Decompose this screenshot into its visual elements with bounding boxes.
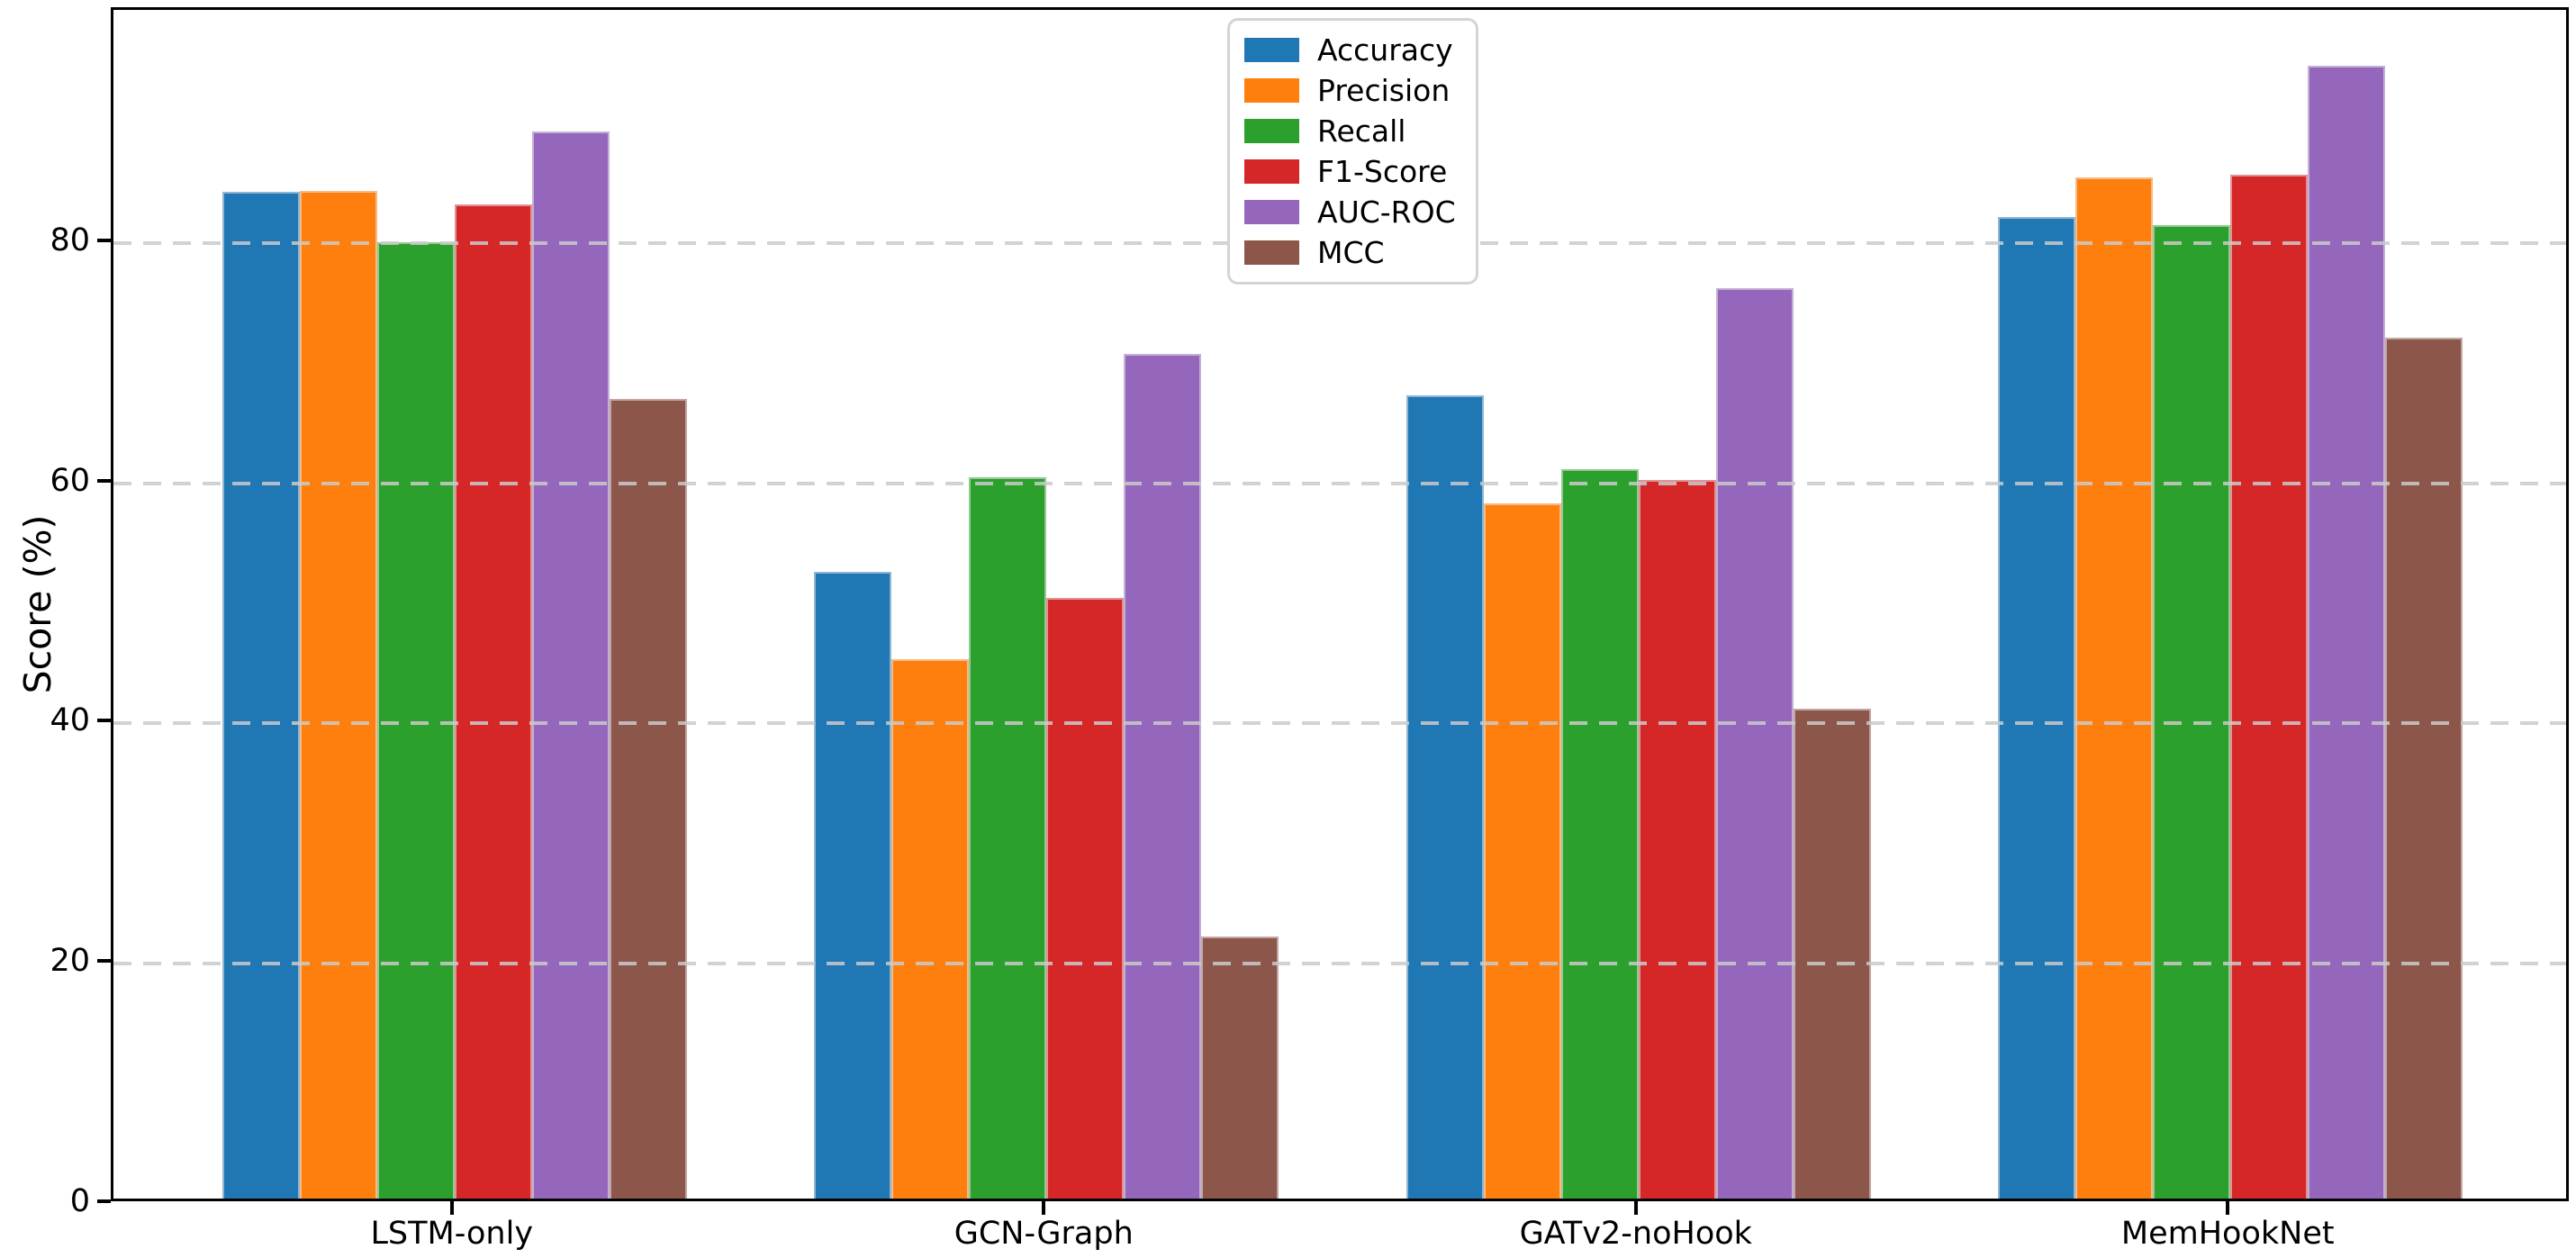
bar-precision-gcn-graph xyxy=(891,659,970,1199)
bar-group-lstm-only xyxy=(221,10,687,1199)
legend-patch-auc-roc-icon xyxy=(1244,200,1299,224)
x-tick-label-memhooknet: MemHookNet xyxy=(2120,1216,2335,1252)
legend-item-auc-roc: AUC-ROC xyxy=(1244,197,1456,227)
y-tick-mark-40 xyxy=(97,719,111,723)
gridline-20 xyxy=(113,962,2566,966)
bar-mcc-memhooknet xyxy=(2385,337,2463,1199)
bar-f1-score-memhooknet xyxy=(2230,175,2309,1199)
bar-precision-lstm-only xyxy=(299,190,377,1199)
bar-recall-gcn-graph xyxy=(969,477,1047,1199)
bar-accuracy-memhooknet xyxy=(1998,216,2076,1199)
legend-patch-recall-icon xyxy=(1244,119,1299,143)
y-tick-label-0: 0 xyxy=(69,1183,90,1219)
legend-patch-mcc-icon xyxy=(1244,240,1299,265)
bar-f1-score-gcn-graph xyxy=(1046,598,1125,1199)
legend-item-f1-score: F1-Score xyxy=(1244,157,1456,186)
legend-item-recall: Recall xyxy=(1244,116,1456,146)
bar-mcc-gcn-graph xyxy=(1201,937,1279,1199)
bar-auc-roc-lstm-only xyxy=(531,131,610,1199)
x-tick-mark-gatv2-nohook xyxy=(1633,1201,1638,1215)
y-tick-label-40: 40 xyxy=(50,702,90,739)
bar-mcc-lstm-only xyxy=(609,398,687,1199)
bar-group-memhooknet xyxy=(1998,10,2463,1199)
x-tick-label-lstm-only: LSTM-only xyxy=(370,1216,534,1252)
x-tick-mark-memhooknet xyxy=(2226,1201,2230,1215)
bar-accuracy-gatv2-nohook xyxy=(1406,394,1484,1199)
bar-recall-lstm-only xyxy=(376,241,455,1199)
bar-recall-memhooknet xyxy=(2153,225,2231,1199)
y-tick-mark-80 xyxy=(97,238,111,242)
x-tick-label-gatv2-nohook: GATv2-noHook xyxy=(1519,1216,1752,1252)
legend-patch-precision-icon xyxy=(1244,78,1299,103)
bar-auc-roc-gatv2-nohook xyxy=(1715,288,1794,1199)
bar-group-gatv2-nohook xyxy=(1406,10,1871,1199)
legend-label-accuracy: Accuracy xyxy=(1317,32,1453,68)
bar-precision-gatv2-nohook xyxy=(1483,503,1561,1199)
y-tick-label-20: 20 xyxy=(50,943,90,980)
legend: Accuracy Precision Recall F1-Score AUC-ROC MC… xyxy=(1227,18,1478,285)
y-tick-label-60: 60 xyxy=(50,462,90,499)
bar-f1-score-lstm-only xyxy=(454,204,532,1199)
bar-f1-score-gatv2-nohook xyxy=(1638,479,1716,1199)
legend-label-mcc: MCC xyxy=(1317,235,1385,270)
bar-accuracy-gcn-graph xyxy=(814,572,892,1199)
legend-patch-accuracy-icon xyxy=(1244,38,1299,62)
legend-label-recall: Recall xyxy=(1317,113,1406,149)
bar-group-gcn-graph xyxy=(814,10,1279,1199)
bar-auc-roc-gcn-graph xyxy=(1124,354,1202,1199)
legend-item-mcc: MCC xyxy=(1244,238,1456,267)
y-tick-mark-0 xyxy=(97,1199,111,1203)
gridline-40 xyxy=(113,721,2566,726)
legend-patch-f1-score-icon xyxy=(1244,159,1299,184)
bar-auc-roc-memhooknet xyxy=(2308,66,2386,1199)
x-tick-label-gcn-graph: GCN-Graph xyxy=(954,1216,1134,1252)
x-tick-mark-gcn-graph xyxy=(1042,1201,1046,1215)
bar-accuracy-lstm-only xyxy=(221,191,300,1199)
y-axis-label: Score (%) xyxy=(16,514,59,694)
bar-recall-gatv2-nohook xyxy=(1560,468,1639,1199)
legend-label-auc-roc: AUC-ROC xyxy=(1317,195,1456,230)
bar-precision-memhooknet xyxy=(2075,176,2154,1199)
legend-label-precision: Precision xyxy=(1317,73,1451,108)
legend-item-accuracy: Accuracy xyxy=(1244,35,1456,65)
legend-label-f1-score: F1-Score xyxy=(1317,154,1448,189)
y-tick-mark-20 xyxy=(97,959,111,964)
gridline-60 xyxy=(113,481,2566,485)
y-tick-label-80: 80 xyxy=(50,222,90,258)
y-tick-mark-60 xyxy=(97,478,111,483)
legend-item-precision: Precision xyxy=(1244,76,1456,105)
bar-mcc-gatv2-nohook xyxy=(1793,708,1871,1199)
x-tick-mark-lstm-only xyxy=(449,1201,454,1215)
